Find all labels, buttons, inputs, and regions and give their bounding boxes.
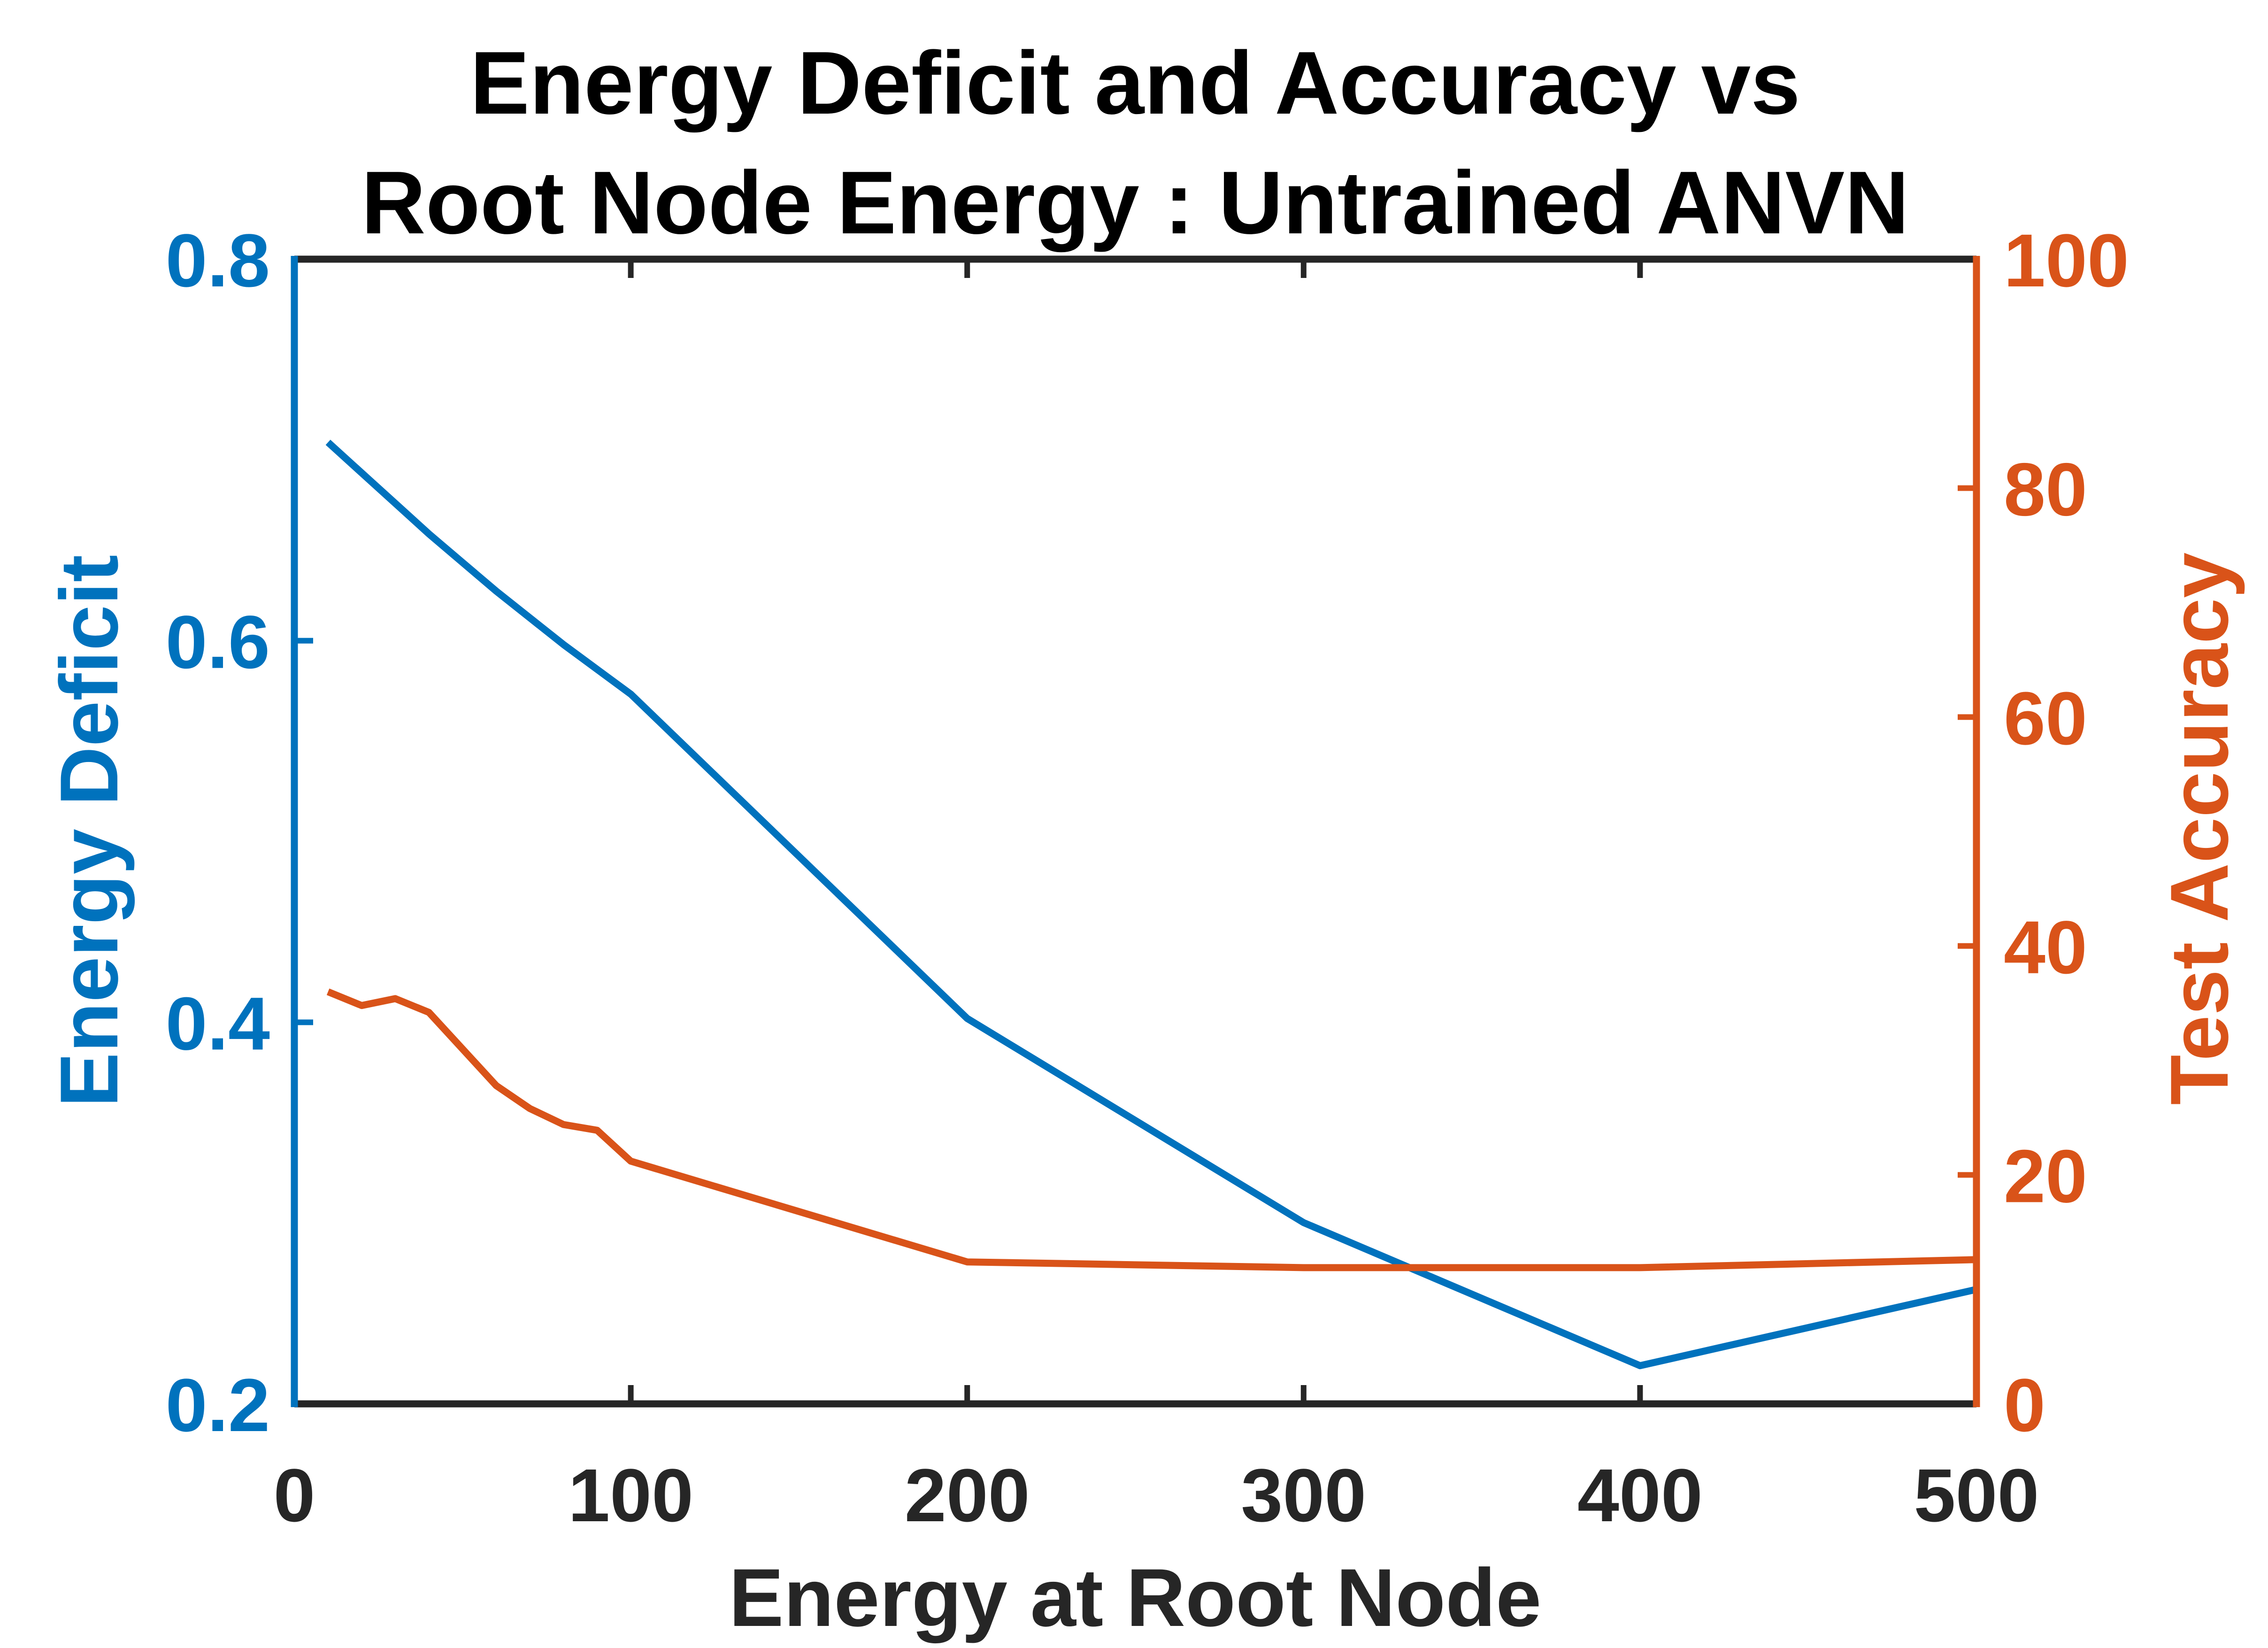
x-tick-label: 300 (1241, 1453, 1366, 1537)
x-tick-label: 0 (274, 1453, 315, 1537)
x-tick-label: 200 (905, 1453, 1030, 1537)
chart-title-line-2: Root Node Energy : Untrained ANVN (361, 153, 1909, 253)
chart-title: Energy Deficit and Accuracy vs Root Node… (361, 33, 1909, 253)
series-layer (325, 439, 1977, 1370)
x-tick-label: 400 (1577, 1453, 1703, 1537)
y-left-tick-label: 0.2 (166, 1363, 270, 1447)
y-axis-left-label: Energy Deficit (44, 555, 135, 1108)
y-axis-right-label: Test Accuracy (2154, 553, 2245, 1105)
x-tick-label: 500 (1914, 1453, 2039, 1537)
y-left-tick-label: 0.6 (166, 600, 270, 684)
y-right-tick-label: 100 (2004, 218, 2129, 302)
y-right-tick-label: 80 (2004, 447, 2087, 531)
axes-layer (291, 255, 1980, 1408)
y-left-tick-label: 0.4 (166, 981, 270, 1065)
y-right-tick-label: 60 (2004, 676, 2087, 760)
y-right-tick-label: 0 (2004, 1363, 2045, 1447)
energy-deficit-series-line (325, 439, 1977, 1370)
y-right-tick-label: 40 (2004, 905, 2087, 989)
tick-labels-layer: 0 100 200 300 400 500 0.2 0.4 0.6 0.8 0 20 40 60 80 100 (166, 218, 2129, 1537)
y-right-tick-label: 20 (2004, 1134, 2087, 1218)
y-left-tick-label: 0.8 (166, 218, 270, 302)
x-axis-label: Energy at Root Node (729, 1552, 1542, 1644)
x-tick-label: 100 (568, 1453, 693, 1537)
chart-title-line-1: Energy Deficit and Accuracy vs (470, 33, 1800, 133)
test-accuracy-series-line (326, 988, 1977, 1271)
